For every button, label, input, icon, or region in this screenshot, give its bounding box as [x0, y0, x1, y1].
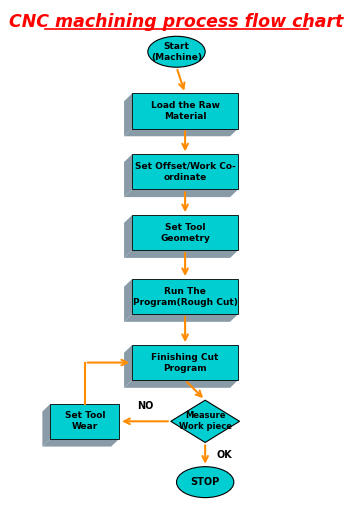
Text: Finishing Cut
Program: Finishing Cut Program — [151, 353, 219, 373]
FancyBboxPatch shape — [132, 279, 238, 314]
Text: NO: NO — [137, 401, 153, 411]
Text: OK: OK — [217, 450, 232, 460]
Polygon shape — [124, 215, 132, 258]
Text: Start
(Machine): Start (Machine) — [151, 42, 202, 62]
Polygon shape — [124, 129, 238, 137]
Ellipse shape — [176, 467, 234, 498]
Ellipse shape — [148, 36, 205, 67]
Polygon shape — [124, 154, 132, 197]
Text: Set Tool
Wear: Set Tool Wear — [65, 411, 105, 431]
Text: Set Tool
Geometry: Set Tool Geometry — [160, 222, 210, 243]
FancyBboxPatch shape — [132, 215, 238, 250]
Text: Load the Raw
Material: Load the Raw Material — [151, 101, 220, 121]
Polygon shape — [124, 279, 132, 322]
Text: STOP: STOP — [191, 477, 220, 487]
Polygon shape — [124, 189, 238, 197]
Text: Set Offset/Work Co-
ordinate: Set Offset/Work Co- ordinate — [135, 162, 235, 182]
FancyBboxPatch shape — [132, 345, 238, 380]
Text: CNC machining process flow chart: CNC machining process flow chart — [9, 13, 344, 31]
Text: Measure
Work piece: Measure Work piece — [179, 411, 232, 431]
Polygon shape — [171, 400, 240, 442]
Polygon shape — [124, 380, 238, 388]
Polygon shape — [124, 93, 132, 137]
FancyBboxPatch shape — [132, 93, 238, 129]
FancyBboxPatch shape — [132, 154, 238, 189]
Polygon shape — [42, 439, 119, 446]
Polygon shape — [42, 404, 50, 446]
Polygon shape — [124, 345, 132, 388]
Text: Run The
Program(Rough Cut): Run The Program(Rough Cut) — [133, 287, 238, 307]
Polygon shape — [124, 314, 238, 322]
FancyBboxPatch shape — [50, 404, 119, 439]
Polygon shape — [124, 250, 238, 258]
